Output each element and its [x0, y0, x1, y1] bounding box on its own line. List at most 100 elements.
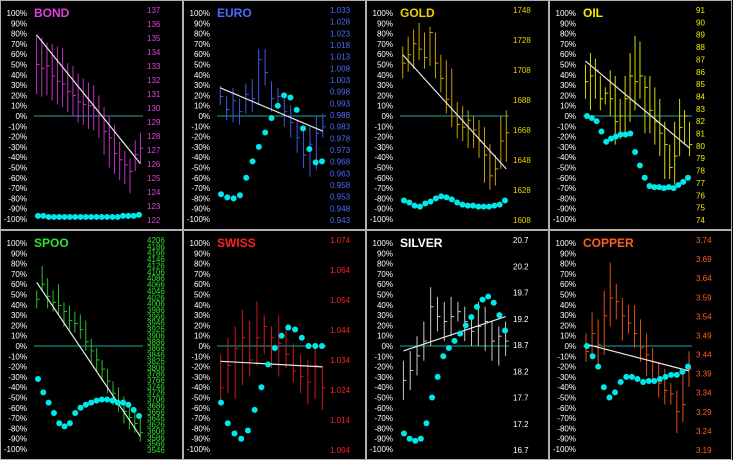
price-bar — [676, 390, 680, 434]
oscillator-point — [606, 394, 613, 401]
price-bar — [263, 315, 268, 355]
oscillator-point — [665, 184, 672, 191]
value-tick-label: 3546 — [147, 446, 165, 455]
value-tick-label: 123 — [147, 202, 161, 211]
value-tick-label: 0.968 — [330, 158, 351, 167]
oscillator-point — [104, 213, 111, 220]
price-bar — [423, 321, 427, 361]
pct-tick-label: -50% — [374, 394, 393, 403]
value-tick-label: 122 — [147, 216, 161, 225]
oscillator-point — [306, 145, 313, 152]
value-tick-label: 3.54 — [696, 312, 712, 321]
value-tick-label: 3826 — [147, 357, 165, 366]
oscillator-point — [231, 430, 238, 437]
price-bar — [52, 290, 57, 312]
value-tick-label: 85 — [696, 80, 705, 89]
price-bar — [108, 116, 113, 168]
pct-tick-label: -30% — [191, 143, 210, 152]
panel-border — [549, 0, 732, 230]
price-bar — [418, 22, 423, 61]
trend-line — [585, 343, 690, 372]
value-tick-label: 3886 — [147, 338, 165, 347]
value-tick-label: 3986 — [147, 306, 165, 315]
price-bar — [103, 106, 108, 155]
value-tick-label: 4146 — [147, 255, 165, 264]
oscillator-point — [485, 293, 492, 300]
oscillator-point — [603, 138, 610, 145]
value-tick-label: 3966 — [147, 312, 165, 321]
pct-tick-label: 90% — [560, 249, 576, 258]
pct-tick-label: 40% — [377, 301, 393, 310]
oscillator-point — [114, 399, 121, 406]
pct-tick-label: 20% — [377, 321, 393, 330]
oscillator-point — [600, 384, 607, 391]
pct-tick-label: 50% — [11, 61, 27, 70]
oscillator-point — [656, 184, 663, 191]
value-tick-label: 0.948 — [330, 204, 351, 213]
pct-tick-label: -30% — [374, 143, 393, 152]
price-bar — [505, 110, 510, 162]
price-bar — [670, 383, 674, 405]
value-tick-label: 3946 — [147, 319, 165, 328]
price-bar — [436, 296, 441, 332]
oscillator-point — [98, 396, 105, 403]
oscillator-point — [136, 413, 142, 420]
oscillator-point — [445, 345, 452, 352]
price-bar — [82, 78, 87, 126]
value-tick-label: 0.998 — [330, 88, 351, 97]
pct-tick-label: 90% — [11, 249, 27, 258]
oscillator-point — [300, 125, 307, 132]
pct-tick-label: -40% — [8, 383, 27, 392]
price-bar — [296, 120, 301, 153]
value-tick-label: 86 — [696, 68, 705, 77]
pct-tick-label: -90% — [374, 205, 393, 214]
value-tick-label: 0.983 — [330, 123, 351, 132]
price-bar — [220, 354, 224, 405]
value-tick-label: 3666 — [147, 408, 165, 417]
oscillator-point — [56, 213, 63, 220]
oscillator-point — [675, 182, 682, 189]
price-bar — [467, 110, 472, 149]
pct-tick-label: -70% — [191, 414, 210, 423]
price-bar — [416, 336, 421, 376]
value-tick-label: 4086 — [147, 274, 165, 283]
oscillator-point — [93, 213, 100, 220]
oscillator-point — [319, 343, 325, 349]
price-bar — [669, 144, 673, 179]
pct-tick-label: -30% — [557, 143, 576, 152]
oscillator-point — [680, 178, 687, 185]
oscillator-point — [218, 191, 224, 198]
value-tick-label: 79 — [696, 154, 705, 163]
chart-svg-swiss: 100%90% 80%70%60% 50%40%30%20% 10%0%-10% -20… — [183, 230, 366, 460]
oscillator-point — [243, 174, 250, 181]
pct-tick-label: 70% — [377, 270, 393, 279]
value-tick-label: 18.2 — [513, 367, 529, 376]
pct-tick-label: 70% — [11, 270, 27, 279]
oscillator-point — [588, 115, 595, 122]
price-bar — [409, 350, 414, 391]
oscillator-point — [646, 183, 653, 190]
price-bar — [249, 320, 253, 377]
price-bar — [96, 347, 100, 373]
value-tick-label: 3606 — [147, 427, 165, 436]
oscillator-point — [125, 212, 132, 219]
chart-panel-copper: 100% 90% 80% 70% 60% 50% 40% 30% 20% 10% 0% -10% -20… — [549, 230, 732, 460]
value-tick-label: 4046 — [147, 287, 165, 296]
value-tick-label: 3766 — [147, 376, 165, 385]
price-bar — [56, 46, 61, 105]
oscillator-point — [406, 435, 413, 442]
price-bar — [599, 75, 604, 111]
value-tick-label: 83 — [696, 105, 705, 114]
pct-tick-label: -80% — [557, 424, 576, 433]
pct-tick-label: 10% — [377, 102, 393, 111]
price-bar — [134, 140, 139, 172]
oscillator-point — [130, 212, 137, 219]
value-tick-label: 1.074 — [330, 236, 351, 245]
pct-tick-label: 80% — [194, 260, 210, 269]
pct-tick-label: -50% — [191, 164, 210, 173]
oscillator-point — [454, 199, 461, 206]
oscillator-point — [287, 94, 294, 101]
oscillator-point — [66, 213, 73, 220]
pct-tick-label: 50% — [194, 61, 210, 70]
value-tick-label: 4066 — [147, 281, 165, 290]
